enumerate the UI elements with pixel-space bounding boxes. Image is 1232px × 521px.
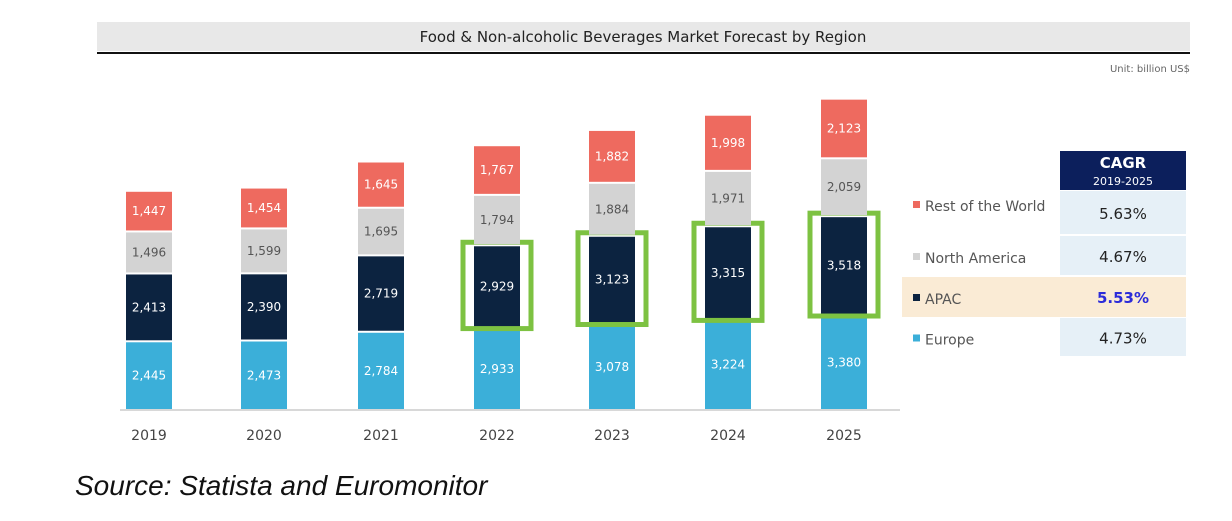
data-label: 2,123 <box>827 121 861 135</box>
bar-segment-rest-of-the-world <box>474 146 520 194</box>
data-label: 2,413 <box>132 300 166 314</box>
data-label: 1,496 <box>132 245 166 259</box>
title-bar <box>97 22 1190 51</box>
bar-segment-north-america <box>821 159 867 216</box>
legend-row-highlight <box>902 277 1186 317</box>
x-tick-label: 2019 <box>131 428 167 444</box>
bar-segment-rest-of-the-world <box>126 191 172 231</box>
bar-segment-europe <box>474 328 520 409</box>
data-label: 1,884 <box>595 202 629 216</box>
data-label: 1,971 <box>711 192 745 206</box>
bar-segment-europe <box>705 320 751 409</box>
data-label: 2,784 <box>364 364 398 378</box>
bar-segment-north-america <box>705 171 751 226</box>
unit-label: Unit: billion US$ <box>1110 64 1190 75</box>
data-label: 1,599 <box>247 244 281 258</box>
legend-label: North America <box>925 251 1026 267</box>
bar-segment-rest-of-the-world <box>705 115 751 170</box>
data-label: 2,445 <box>132 369 166 383</box>
stacked-bar-chart: Food & Non-alcoholic Beverages Market Fo… <box>97 22 1190 444</box>
cagr-header-period: 2019-2025 <box>1093 175 1153 188</box>
bar-segment-europe <box>358 332 404 409</box>
data-label: 1,998 <box>711 136 745 150</box>
legend-swatch <box>913 201 920 208</box>
data-label: 2,390 <box>247 300 281 314</box>
cagr-value: 4.73% <box>1099 330 1147 348</box>
bar-segment-europe <box>821 316 867 409</box>
legend-label: Europe <box>925 333 974 349</box>
cagr-value: 5.63% <box>1099 205 1147 223</box>
x-tick-label: 2025 <box>826 428 862 444</box>
data-label: 2,473 <box>247 368 281 382</box>
bar-segment-apac <box>126 274 172 341</box>
bar-segment-rest-of-the-world <box>241 188 287 228</box>
cagr-value: 4.67% <box>1099 248 1147 266</box>
legend-swatch <box>913 294 920 301</box>
legend-label: APAC <box>925 292 961 308</box>
bar-segment-apac <box>589 236 635 323</box>
chart-title: Food & Non-alcoholic Beverages Market Fo… <box>420 28 867 46</box>
x-tick-label: 2021 <box>363 428 399 444</box>
data-label: 3,078 <box>595 360 629 374</box>
bar-segment-north-america <box>126 232 172 273</box>
bar-segment-europe <box>589 324 635 409</box>
cagr-header <box>1060 151 1186 190</box>
bar-segment-north-america <box>589 183 635 235</box>
source-note: Source: Statista and Euromonitor <box>75 470 488 501</box>
bar-segment-north-america <box>358 208 404 255</box>
data-label: 3,518 <box>827 259 861 273</box>
data-label: 2,929 <box>480 279 514 293</box>
bar-segment-apac <box>241 274 287 340</box>
bar-segment-apac <box>821 217 867 315</box>
bar-segment-apac <box>705 227 751 319</box>
data-label: 2,719 <box>364 287 398 301</box>
data-label: 1,767 <box>480 163 514 177</box>
bar-segment-rest-of-the-world <box>821 99 867 158</box>
data-label: 3,123 <box>595 273 629 287</box>
x-tick-label: 2024 <box>710 428 746 444</box>
data-label: 1,454 <box>247 201 281 215</box>
bar-segment-europe <box>126 342 172 409</box>
bar-segment-apac <box>358 256 404 331</box>
bar-segment-europe <box>241 341 287 409</box>
data-label: 2,059 <box>827 180 861 194</box>
bar-segment-rest-of-the-world <box>589 130 635 182</box>
cagr-value: 5.53% <box>1097 289 1149 307</box>
data-label: 1,695 <box>364 225 398 239</box>
data-label: 1,645 <box>364 178 398 192</box>
data-label: 3,380 <box>827 356 861 370</box>
data-label: 2,933 <box>480 362 514 376</box>
x-tick-label: 2020 <box>246 428 282 444</box>
cagr-header-title: CAGR <box>1100 154 1147 172</box>
legend-swatch <box>913 334 920 342</box>
legend-swatch <box>913 253 920 260</box>
data-label: 1,794 <box>480 213 514 227</box>
cagr-cell <box>1060 318 1186 356</box>
x-tick-label: 2023 <box>594 428 630 444</box>
bar-segment-north-america <box>241 229 287 273</box>
bar-segment-rest-of-the-world <box>358 162 404 207</box>
bar-segment-north-america <box>474 195 520 245</box>
x-tick-label: 2022 <box>479 428 515 444</box>
data-label: 1,447 <box>132 204 166 218</box>
data-label: 1,882 <box>595 149 629 163</box>
cagr-cell <box>1060 236 1186 275</box>
bar-segment-apac <box>474 246 520 327</box>
data-label: 3,224 <box>711 358 745 372</box>
data-label: 3,315 <box>711 266 745 280</box>
legend-label: Rest of the World <box>925 199 1045 215</box>
cagr-cell <box>1060 191 1186 234</box>
